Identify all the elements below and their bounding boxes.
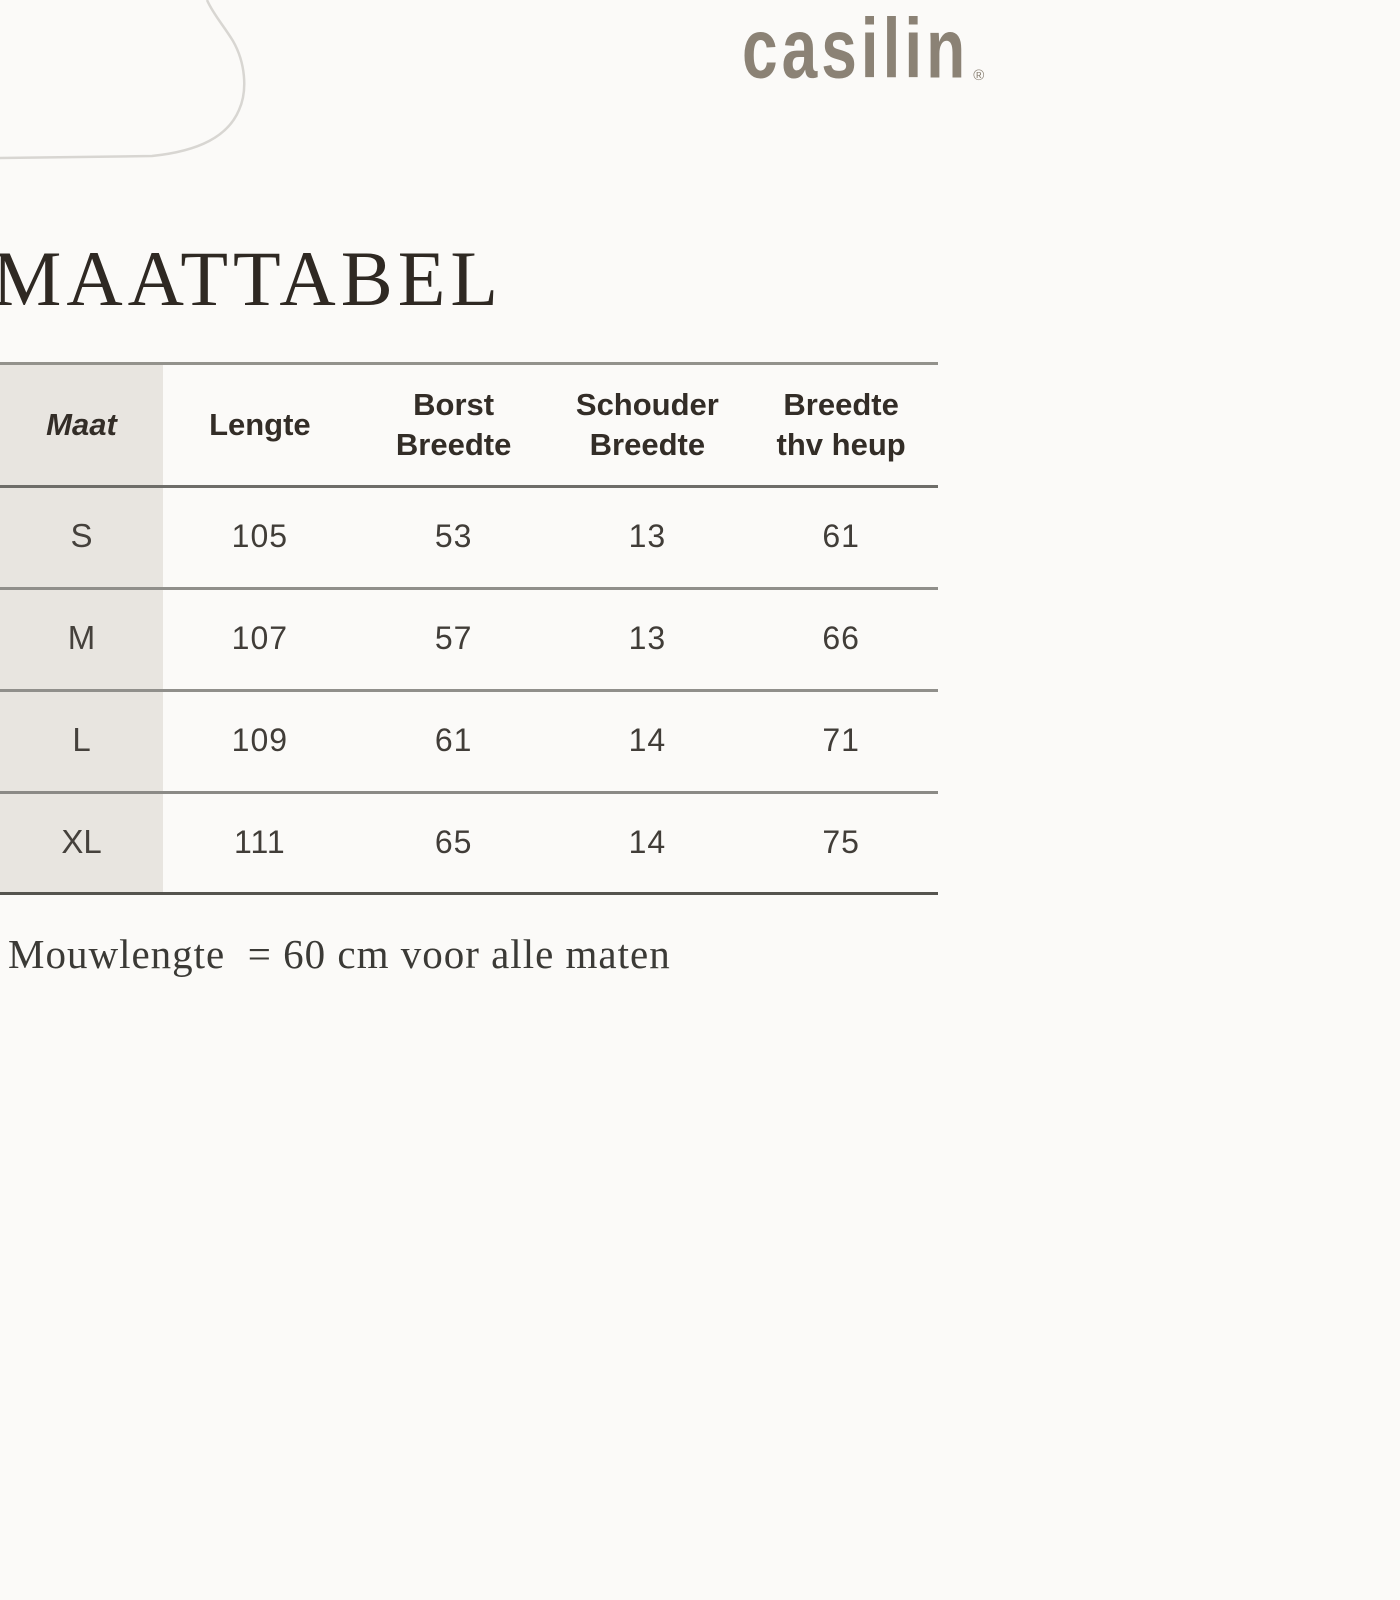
borst-breedte-value: 57 bbox=[434, 619, 473, 656]
size-label: M bbox=[0, 587, 163, 689]
size-table-header-row: Maat Lengte Borst Breedte Schouder Breed… bbox=[0, 365, 938, 485]
size-label: XL bbox=[0, 791, 163, 893]
schouder-breedte-value: 13 bbox=[628, 619, 667, 656]
lengte-value: 109 bbox=[231, 721, 289, 758]
table-top-border bbox=[0, 362, 938, 365]
row-divider-line bbox=[0, 791, 938, 794]
lengte-value: 111 bbox=[234, 823, 286, 860]
size-label: L bbox=[0, 689, 163, 791]
registered-trademark-icon: ® bbox=[973, 67, 985, 84]
sleeve-length-note: Mouwlengte = 60 cm voor alle maten bbox=[8, 931, 671, 977]
schouder-breedte-value: 13 bbox=[628, 517, 667, 554]
borst-breedte-value: 65 bbox=[434, 823, 473, 860]
borst-breedte-value: 61 bbox=[434, 721, 473, 758]
lengte-value: 105 bbox=[231, 517, 289, 554]
header-divider-line bbox=[0, 485, 938, 488]
column-header-lengte: Lengte bbox=[209, 407, 311, 442]
column-header-borst-breedte: Borst Breedte bbox=[395, 387, 512, 462]
brand-logo: casilin ® bbox=[742, 6, 984, 90]
table-row-l: L 109 61 14 71 bbox=[0, 689, 938, 791]
row-divider-line bbox=[0, 689, 938, 692]
schouder-breedte-value: 14 bbox=[628, 721, 667, 758]
table-row-xl: XL 111 65 14 75 bbox=[0, 791, 938, 893]
column-header-breedte-thv-heup: Breedte thv heup bbox=[776, 387, 906, 462]
size-table: Maat Lengte Borst Breedte Schouder Breed… bbox=[0, 362, 938, 895]
column-header-schouder-breedte: Schouder Breedte bbox=[575, 387, 719, 462]
table-bottom-border bbox=[0, 892, 938, 895]
breedte-thv-heup-value: 75 bbox=[822, 823, 860, 860]
brand-logo-text: casilin bbox=[742, 0, 970, 96]
schouder-breedte-value: 14 bbox=[628, 823, 667, 860]
table-row-m: M 107 57 13 66 bbox=[0, 587, 938, 689]
lengte-value: 107 bbox=[231, 619, 289, 656]
breedte-thv-heup-value: 66 bbox=[822, 619, 860, 656]
table-row-s: S 105 53 13 61 bbox=[0, 485, 938, 587]
breedte-thv-heup-value: 61 bbox=[822, 517, 860, 554]
breedte-thv-heup-value: 71 bbox=[822, 721, 860, 758]
page-title: MAATTABEL bbox=[0, 235, 504, 322]
row-divider-line bbox=[0, 587, 938, 590]
size-label: S bbox=[0, 485, 163, 587]
decorative-corner-curve bbox=[0, 0, 246, 160]
column-header-maat: Maat bbox=[0, 365, 163, 485]
borst-breedte-value: 53 bbox=[434, 517, 473, 554]
